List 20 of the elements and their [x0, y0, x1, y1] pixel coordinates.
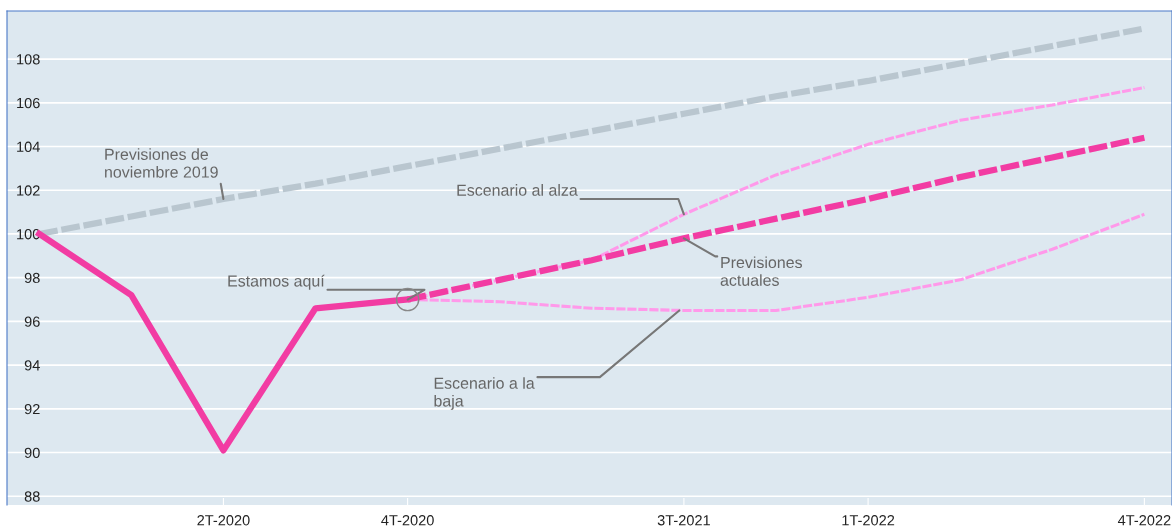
x-tick-label: 2T-2020	[197, 515, 250, 526]
annotation: Estamos aquí	[228, 274, 325, 290]
annotation: Escenario a la baja	[434, 377, 535, 410]
x-tick-label: 1T-2022	[842, 515, 895, 526]
y-tick-label: 102	[17, 185, 40, 196]
y-tick-label: 88	[24, 491, 40, 502]
y-tick-label: 92	[24, 403, 40, 415]
y-tick-label: 104	[17, 141, 40, 152]
y-tick-label: 94	[24, 360, 40, 371]
annotation: Previsiones de noviembre 2019	[105, 148, 218, 178]
y-tick-label: 108	[17, 54, 40, 65]
x-tick-label: 4T-2020	[381, 515, 434, 526]
y-tick-label: 90	[24, 447, 40, 458]
x-tick-label: 4T-2022	[1117, 515, 1171, 526]
y-tick-label: 96	[24, 316, 40, 327]
annotation: Escenario al alza	[457, 184, 578, 196]
x-tick-label: 3T-2021	[657, 515, 710, 526]
y-tick-label: 98	[24, 272, 40, 284]
y-tick-label: 106	[17, 97, 40, 109]
annotation: Previsiones actuales	[720, 256, 802, 286]
